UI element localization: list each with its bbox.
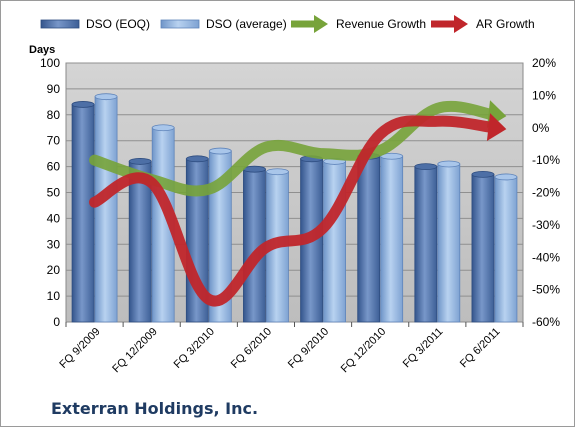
x-tick-label: FQ 6/2010 [229, 326, 274, 371]
bar-top [151, 124, 175, 132]
bar-top [414, 163, 438, 171]
bar-dso-average [323, 161, 346, 323]
y-tick-label: 80 [47, 108, 61, 122]
legend-label: AR Growth [476, 17, 535, 31]
y-tick-label: 10 [47, 289, 61, 303]
y2-tick-label: 0% [532, 121, 550, 135]
bar-top [185, 155, 209, 163]
bar-dso-eoq [414, 166, 438, 323]
y2-tick-label: 20% [532, 56, 556, 70]
ar-growth-line [89, 115, 498, 307]
x-tick-label: FQ 9/2009 [57, 326, 102, 371]
y2-tick-label: 10% [532, 88, 556, 102]
x-tick-label: FQ 6/2011 [458, 326, 503, 371]
bar-top [128, 158, 152, 165]
legend: DSO (EOQ) DSO (average) Revenue Growth AR G… [40, 15, 535, 33]
y-tick-label: 90 [47, 82, 61, 96]
bar-top [208, 147, 232, 155]
bar-top [380, 152, 404, 160]
bar-top [437, 160, 461, 168]
y2-tick-label: -10% [532, 153, 560, 167]
bar-dso-average [380, 155, 404, 323]
legend-label: DSO (EOQ) [86, 17, 150, 31]
bar-top [471, 170, 495, 178]
bar-top [266, 168, 289, 176]
legend-arrowhead [454, 15, 468, 33]
dso-chart: 0 10 20 30 40 50 60 70 80 90 100 -60% -50% -40% -30% -… [29, 15, 560, 376]
y-tick-label: 0 [53, 315, 60, 329]
bar-dso-eoq [357, 155, 381, 323]
bar-dso-eoq [471, 173, 495, 323]
ar-growth-arrowhead [486, 113, 507, 141]
y2-tick-label: -40% [532, 250, 560, 264]
y-axis-title: Days [29, 44, 55, 56]
y-tick-label: 20 [47, 263, 61, 277]
x-tick-label: FQ 3/2011 [401, 326, 446, 371]
legend-label: DSO (average) [206, 17, 287, 31]
y2-tick-label: -60% [532, 315, 560, 329]
y-tick-label: 60 [47, 160, 61, 174]
x-tick-label: FQ 9/2010 [286, 326, 331, 371]
revenue-growth-line [89, 100, 498, 197]
bar-top [243, 165, 266, 173]
y-tick-label: 30 [47, 237, 61, 251]
bar-dso-average [437, 163, 461, 323]
x-tick-label: FQ 3/2010 [172, 326, 217, 371]
x-tick-label: FQ 12/2009 [110, 326, 160, 376]
company-name: Exterran Holdings, Inc. [51, 399, 259, 418]
legend-label: Revenue Growth [336, 17, 426, 31]
bar-top [494, 173, 518, 181]
y2-tick-label: -30% [532, 218, 560, 232]
y2-tick-label: -20% [532, 186, 560, 200]
y-tick-label: 50 [47, 186, 61, 200]
y-tick-label: 70 [47, 134, 61, 148]
legend-swatch-dso-eoq [40, 19, 80, 29]
legend-arrowhead [314, 15, 328, 33]
legend-swatch-dso-average [160, 19, 200, 29]
y2-tick-label: -50% [532, 283, 560, 297]
y-tick-label: 40 [47, 211, 61, 225]
y-tick-label: 100 [40, 56, 60, 70]
bar-dso-average [94, 96, 118, 323]
bar-dso-average [494, 176, 518, 323]
bar-top [71, 101, 95, 108]
bar-dso-eoq [71, 104, 95, 323]
x-tick-label: FQ 12/2010 [339, 326, 389, 376]
bar-top [94, 93, 118, 101]
